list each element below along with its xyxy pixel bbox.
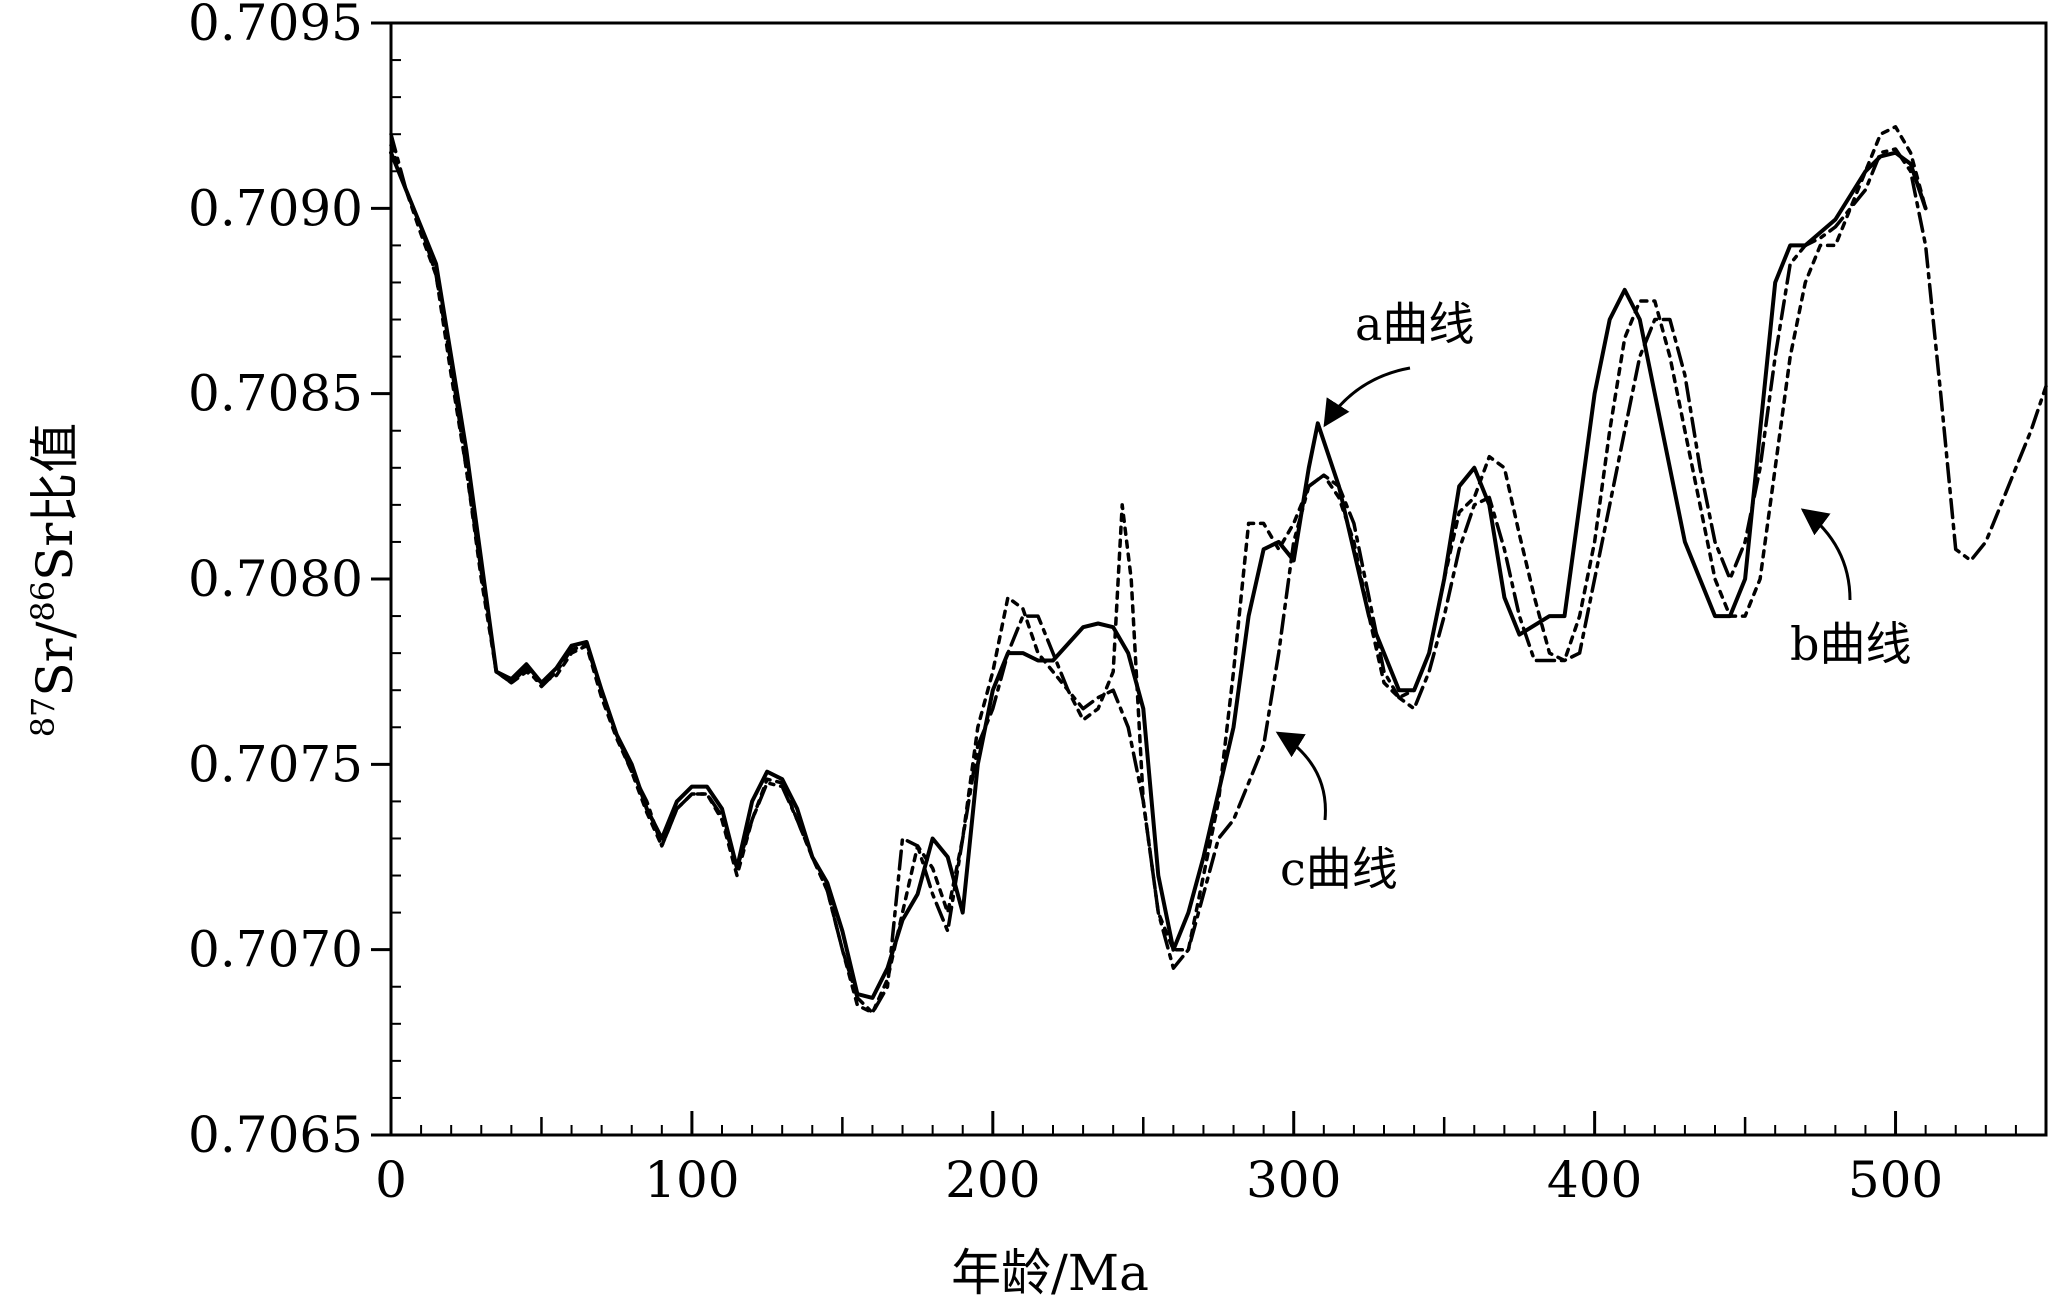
annotation-arrow [1800, 508, 1852, 601]
minor-ticks [391, 59, 2048, 1135]
y-tick-labels: 0.7065 0.7070 0.7075 0.7080 0.7085 0.7090 0.70… [188, 0, 363, 1164]
major-ticks [371, 21, 1898, 1137]
annotation-label: c曲线 [1280, 842, 1398, 896]
x-tick-label: 100 [644, 1151, 739, 1209]
annotation-label: b曲线 [1790, 617, 1911, 671]
x-tick-label: 200 [945, 1151, 1040, 1209]
y-axis-title-base1: Sr/ [26, 621, 84, 696]
y-tick-label: 0.7075 [188, 735, 363, 793]
annotation-layer: a曲线 b曲线 c曲线 [1275, 297, 1911, 896]
series-layer [389, 125, 2048, 1015]
series-line-1 [389, 150, 1928, 1000]
series-line-3 [389, 132, 2048, 1015]
y-tick-label: 0.7080 [188, 550, 363, 608]
y-axis-title-sup2: 86 [24, 581, 62, 622]
series-line-2 [389, 125, 1928, 1015]
y-axis-title: 87Sr/86Sr比值 [24, 423, 84, 738]
y-axis-title-base2: Sr比值 [26, 423, 84, 581]
plot-frame [389, 21, 2048, 1137]
y-axis-title-sup1: 87 [24, 697, 62, 738]
x-tick-labels: 0 100 200 300 400 500 [375, 1151, 1943, 1209]
y-tick-label: 0.7065 [188, 1106, 363, 1164]
y-tick-label: 0.7095 [188, 0, 363, 52]
y-tick-label: 0.7090 [188, 179, 363, 237]
x-axis-title: 年龄/Ma [951, 1244, 1149, 1298]
y-tick-label: 0.7085 [188, 365, 363, 423]
x-tick-label: 500 [1848, 1151, 1943, 1209]
y-tick-label: 0.7070 [188, 921, 363, 979]
x-tick-label: 0 [375, 1151, 407, 1209]
annotation-arrow [1323, 366, 1411, 428]
annotation-arrow [1275, 731, 1327, 821]
annotation-label: a曲线 [1355, 297, 1474, 351]
x-tick-label: 400 [1547, 1151, 1642, 1209]
x-tick-label: 300 [1246, 1151, 1341, 1209]
